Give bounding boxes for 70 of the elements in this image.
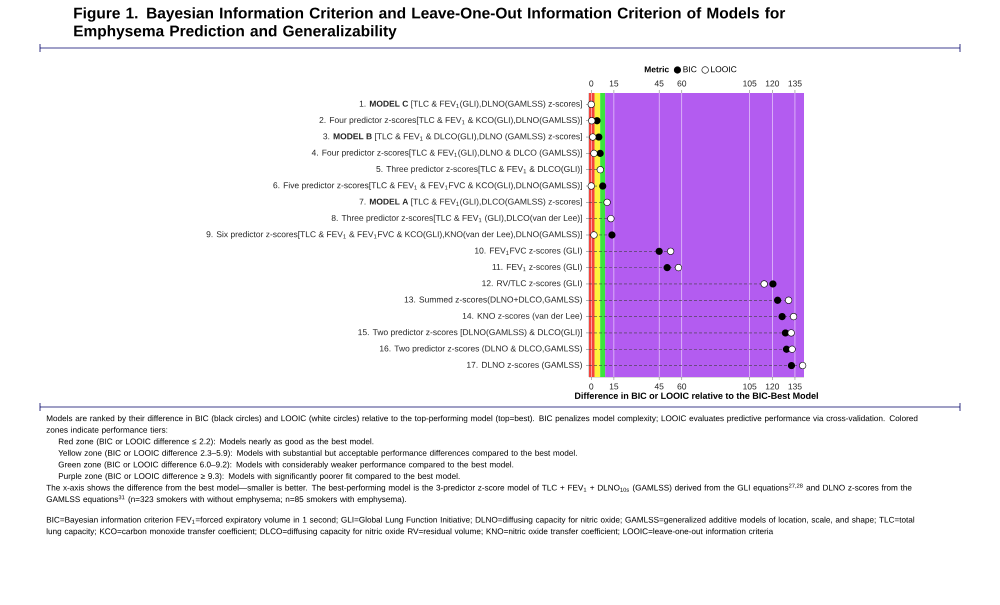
point [799, 362, 806, 370]
y-tick-label: 12. RV/TLC z-scores (GLI) [482, 280, 582, 288]
point [785, 296, 792, 304]
point [607, 215, 614, 222]
y-tick-label: 6. Five predictor z-scores[TLC & FEV$_{1}$ & FEV$_{1}$FVC & KCO(GLI),DLNO(GAMLSS)] [273, 182, 582, 190]
x-axis-title: Difference in BIC or LOOIC relative to the BIC-Best Model [575, 392, 818, 399]
point [590, 231, 598, 239]
point [590, 150, 598, 157]
y-tick-label: 17. DLNO z-scores (GAMLSS) [467, 362, 582, 370]
x2-tick-label: 135 [788, 80, 802, 86]
x2-tick-label: 15 [610, 80, 618, 86]
point [674, 264, 682, 272]
y-tick-label: 1. MODEL C [TLC & FEV$_{1}$(GLI),DLNO(GAMLSS) z-scores] [360, 100, 582, 108]
point [656, 248, 663, 255]
point [667, 248, 674, 255]
text: Red zone (BIC or LOOIC difference ≤ 2.2): Models nearly as good as the best model. [58, 438, 374, 446]
point [604, 198, 611, 206]
point [774, 296, 782, 304]
point [596, 166, 604, 174]
legend-label: LOOIC [711, 66, 736, 72]
point [595, 133, 602, 141]
text: Green zone (BIC or LOOIC difference 6.0–9.2): Models with considerably weaker performance compared to the best model. [58, 461, 514, 470]
y-tick-label: 8. Three predictor z-scores[TLC & FEV$_{1}$ (GLI),DLCO(van der Lee)] [332, 214, 582, 223]
y-tick-label: 3. MODEL B [TLC & FEV$_{1}$ & DLCO(GLI),DLNO (GAMLSS) z-scores] [323, 133, 582, 141]
point [790, 313, 798, 320]
point [664, 264, 671, 272]
point [769, 280, 777, 288]
point [588, 117, 596, 124]
y-tick-label: 10. FEV$_{1}$FVC z-scores (GLI) [475, 247, 582, 256]
x-tick-label: 0 [589, 384, 594, 390]
y-tick-label: 13. Summed z-scores(DLNO+DLCO,GAMLSS) [404, 296, 582, 304]
x2-tick-label: 105 [743, 80, 756, 86]
x-tick-label: 135 [788, 384, 802, 390]
point [788, 346, 796, 353]
text: Models are ranked by their difference in BIC (black circles) and LOOIC (white circles) relative to the top-performing model (top=best). BIC penalizes model complexity; LOOIC evaluates predictive performance via cross-validation. Colored zones indicate performance tiers: [46, 415, 918, 434]
point [788, 362, 796, 370]
point [588, 182, 595, 190]
text: BIC=Bayesian information criterion FEV$_{1}$=forced expiratory volume in 1 second; GLI=Global Lung Function Initiative; DLNO=diffusing capacity for nitric oxide; GAMLSS=generalized additive models of location, scale, and shape; TLC=total lung capacity; KCO=carbon monoxide transfer coefficient; DLCO=diffusing capacity for nitric oxide RV=residual volume; KNO=nitric oxide transfer coefficient; LOOIC=leave-one-out information criteria [46, 516, 914, 536]
point [760, 280, 768, 288]
x2-tick-label: 45 [654, 80, 664, 86]
x-tick-label: 120 [766, 384, 780, 390]
x2-tick-label: 60 [678, 80, 686, 86]
y-tick-label: 2. Four predictor z-scores[TLC & FEV$_{1}$ & KCO(GLI),DLNO(GAMLSS)] [320, 116, 582, 125]
legend-label: BIC [683, 66, 697, 72]
legend-title: Metric [644, 66, 669, 72]
y-tick-label: 15. Two predictor z-scores [DLNO(GAMLSS) & DLCO(GLI)] [358, 328, 582, 337]
y-tick-label: 7. MODEL A [TLC & FEV$_{1}$(GLI),DLCO(GAMLSS) z-scores] [360, 198, 582, 206]
point [588, 100, 595, 108]
y-tick-label: 9. Six predictor z-scores[TLC & FEV$_{1}$ & FEV$_{1}$FVC & KCO(GLI),KNO(van der Lee),DLNO(GAMLSS)] [206, 231, 582, 239]
text: Yellow zone (BIC or LOOIC difference 2.3–5.9): Models with substantial but acceptable performance differences compared to the best model. [58, 450, 577, 458]
point [599, 182, 606, 190]
point [589, 133, 596, 141]
point [788, 329, 795, 337]
y-tick-label: 14. KNO z-scores (van der Lee) [462, 312, 582, 321]
text: Figure 1. Bayesian Information Criterion and Leave-One-Out Information Criterion of Models for Emphysema Prediction and Generalizability [74, 7, 786, 40]
x2-tick-label: 0 [589, 80, 594, 86]
text: The x-axis shows the difference from the best model—smaller is better. The best-performing model is the 3-predictor z-score model of TLC + FEV$_{1}$ + DLNO$_{10s}$ (GAMLSS) derived from the GLI equations$^{27,28}$ and DLNO z-scores from the GAMLSS equations$^{31}$ (n=323 smokers with without emphysema; n=85 smokers with emphysema). [46, 484, 912, 504]
point [596, 150, 604, 157]
x-tick-label: 60 [678, 384, 686, 390]
y-tick-label: 5. Three predictor z-scores[TLC & FEV$_{1}$ & DLCO(GLI)] [376, 166, 582, 174]
point [608, 231, 616, 239]
text: Purple zone (BIC or LOOIC difference ≥ 9.3): Models with significantly poorer fit compared to the best model. [58, 472, 460, 481]
x-tick-label: 105 [743, 384, 756, 390]
point [778, 313, 786, 320]
y-tick-label: 16. Two predictor z-scores (DLNO & DLCO,GAMLSS) [380, 345, 582, 354]
y-tick-label: 4. Four predictor z-scores[TLC & FEV$_{1}$(GLI),DLNO & DLCO (GAMLSS)] [312, 149, 582, 158]
x-tick-label: 45 [654, 384, 664, 390]
y-tick-label: 11. FEV$_{1}$ z-scores (GLI) [492, 264, 582, 272]
x-tick-label: 15 [610, 384, 618, 390]
x2-tick-label: 120 [766, 80, 780, 86]
